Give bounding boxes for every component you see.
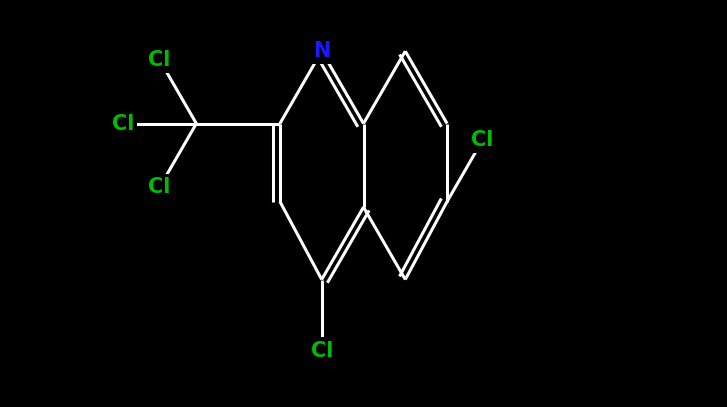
Text: Cl: Cl [471,130,494,150]
Text: Cl: Cl [112,114,134,133]
Text: Cl: Cl [310,341,333,361]
Text: N: N [313,41,330,61]
Text: Cl: Cl [148,50,171,70]
Text: Cl: Cl [148,177,171,197]
